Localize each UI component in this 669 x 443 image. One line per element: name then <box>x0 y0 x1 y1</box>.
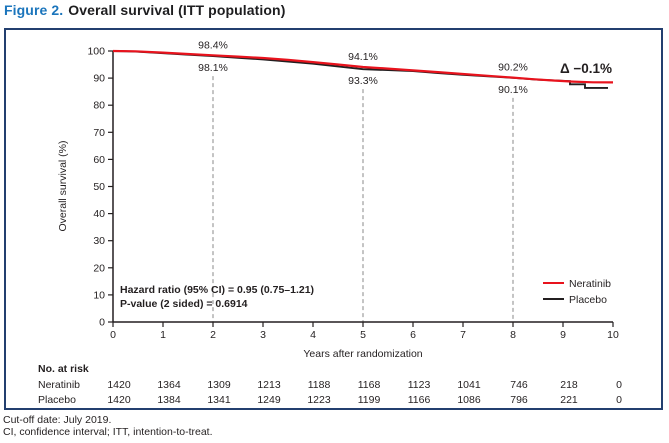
figure-title: Overall survival (ITT population) <box>68 2 286 18</box>
landmark-bottom-label: 98.1% <box>198 62 228 74</box>
risk-value: 1364 <box>157 379 181 391</box>
risk-table-values: 1420 1364 1309 1213 1188 1168 1123 1041 746 218 0 1… <box>107 379 622 406</box>
y-tick-label: 100 <box>87 46 105 58</box>
landmark-top-label: 94.1% <box>348 51 378 63</box>
landmark-bottom-label: 93.3% <box>348 75 378 87</box>
y-tick-label: 0 <box>99 317 105 329</box>
x-tick-label: 4 <box>310 329 316 341</box>
landmark-dashed-lines <box>212 76 514 322</box>
y-tick-label: 20 <box>93 262 105 274</box>
risk-value: 746 <box>510 379 528 391</box>
p-value-text: P-value (2 sided) = 0.6914 <box>120 298 248 310</box>
legend-label-placebo: Placebo <box>569 294 607 306</box>
risk-value: 1041 <box>457 379 481 391</box>
y-tick-label: 30 <box>93 235 105 247</box>
risk-value: 0 <box>616 394 622 406</box>
abbreviations-note: CI, confidence interval; ITT, intention-… <box>3 426 213 438</box>
risk-value: 221 <box>560 394 578 406</box>
landmark-labels: 98.4% 98.1% 94.1% 93.3% 90.2% 90.1% <box>198 39 528 95</box>
x-tick-label: 6 <box>410 329 416 341</box>
y-tick-label: 50 <box>93 181 105 193</box>
risk-value: 796 <box>510 394 528 406</box>
x-tick-label: 2 <box>210 329 216 341</box>
legend: Neratinib Placebo <box>543 278 611 306</box>
risk-value: 1341 <box>207 394 231 406</box>
risk-value: 0 <box>616 379 622 391</box>
figure-footnotes: Cut-off date: July 2019. CI, confidence … <box>3 414 213 438</box>
y-tick-label: 40 <box>93 208 105 220</box>
risk-value: 1309 <box>207 379 231 391</box>
risk-value: 1420 <box>107 379 131 391</box>
survival-curves <box>112 49 614 89</box>
x-tick-label: 9 <box>560 329 566 341</box>
risk-value: 1123 <box>408 379 431 391</box>
y-tick-label: 70 <box>93 127 105 139</box>
risk-value: 1213 <box>257 379 281 391</box>
landmark-bottom-label: 90.1% <box>498 84 528 96</box>
x-tick-label: 3 <box>260 329 266 341</box>
risk-value: 1168 <box>358 379 381 391</box>
y-tick-label: 10 <box>93 289 105 301</box>
risk-value: 1384 <box>157 394 181 406</box>
risk-table-header: No. at risk <box>38 363 89 375</box>
cutoff-date-note: Cut-off date: July 2019. <box>3 414 112 426</box>
risk-value: 1420 <box>107 394 131 406</box>
x-axis-label: Years after randomization <box>303 348 422 360</box>
risk-value: 1199 <box>358 394 381 406</box>
y-tick-label: 80 <box>93 100 105 112</box>
figure-frame: 0 10 20 30 40 50 60 70 80 90 100 0 1 2 3 4 5 6 7 8 9 10 98.4%… <box>4 28 663 410</box>
risk-value: 1188 <box>308 379 331 391</box>
figure-caption: Figure 2. Overall survival (ITT populatio… <box>4 2 285 18</box>
risk-value: 218 <box>560 379 578 391</box>
y-tick-label: 60 <box>93 154 105 166</box>
landmark-top-label: 90.2% <box>498 62 528 74</box>
landmark-top-label: 98.4% <box>198 39 228 51</box>
risk-value: 1166 <box>408 394 431 406</box>
risk-row-label-placebo: Placebo <box>38 394 76 406</box>
km-survival-chart: 0 10 20 30 40 50 60 70 80 90 100 0 1 2 3 4 5 6 7 8 9 10 98.4%… <box>38 39 622 406</box>
x-tick-label: 8 <box>510 329 516 341</box>
hazard-ratio-text: Hazard ratio (95% CI) = 0.95 (0.75–1.21) <box>120 284 314 296</box>
x-tick-label: 7 <box>460 329 466 341</box>
figure-number: Figure 2. <box>4 2 64 18</box>
risk-value: 1249 <box>257 394 281 406</box>
risk-value: 1223 <box>307 394 331 406</box>
y-tick-label: 90 <box>93 73 105 85</box>
risk-row-label-neratinib: Neratinib <box>38 379 80 391</box>
delta-annotation: Δ −0.1% <box>560 61 612 76</box>
y-axis-label: Overall survival (%) <box>57 140 69 231</box>
x-tick-label: 1 <box>160 329 166 341</box>
axes: 0 10 20 30 40 50 60 70 80 90 100 0 1 2 3 4 5 6 7 8 9 10 <box>87 46 619 342</box>
legend-label-neratinib: Neratinib <box>569 278 611 290</box>
survival-curve-neratinib <box>112 49 614 84</box>
x-tick-label: 10 <box>607 329 619 341</box>
risk-value: 1086 <box>457 394 481 406</box>
x-tick-label: 5 <box>360 329 366 341</box>
x-tick-label: 0 <box>110 329 116 341</box>
